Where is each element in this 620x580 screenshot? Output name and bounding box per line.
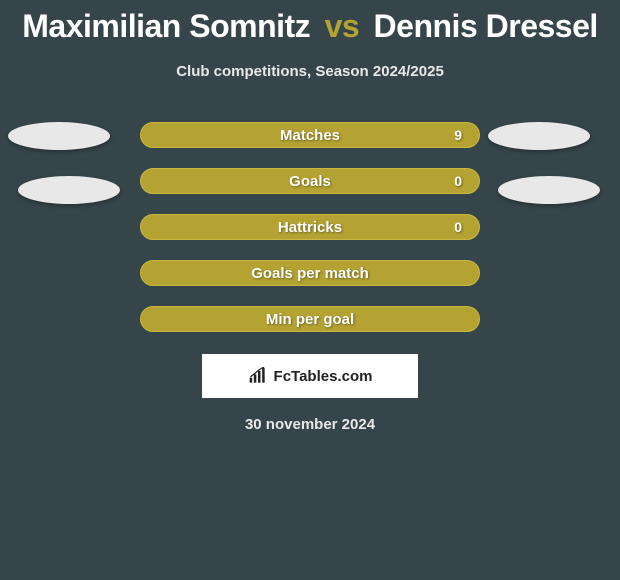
stat-value-right: 0 xyxy=(454,168,462,194)
stat-row-min-per-goal: Min per goal xyxy=(0,306,620,332)
player2-name: Dennis Dressel xyxy=(374,8,598,44)
chart-icon xyxy=(248,367,268,385)
subtitle: Club competitions, Season 2024/2025 xyxy=(0,63,620,80)
player1-name: Maximilian Somnitz xyxy=(22,8,310,44)
stat-row-matches: Matches 9 xyxy=(0,122,620,148)
vs-separator: vs xyxy=(325,8,360,44)
fctables-logo[interactable]: FcTables.com xyxy=(202,354,418,398)
stat-label: Matches xyxy=(140,122,480,148)
stat-row-hattricks: Hattricks 0 xyxy=(0,214,620,240)
stat-label: Goals xyxy=(140,168,480,194)
logo-text: FcTables.com xyxy=(274,368,373,385)
stat-value-right: 9 xyxy=(454,122,462,148)
stat-bars: Matches 9 Goals 0 Hattricks 0 Goals per … xyxy=(0,122,620,332)
date-label: 30 november 2024 xyxy=(0,416,620,433)
stat-label: Goals per match xyxy=(140,260,480,286)
stat-label: Min per goal xyxy=(140,306,480,332)
stat-row-goals: Goals 0 xyxy=(0,168,620,194)
stat-row-goals-per-match: Goals per match xyxy=(0,260,620,286)
stat-value-right: 0 xyxy=(454,214,462,240)
page-title: Maximilian Somnitz vs Dennis Dressel xyxy=(0,0,620,45)
stat-label: Hattricks xyxy=(140,214,480,240)
